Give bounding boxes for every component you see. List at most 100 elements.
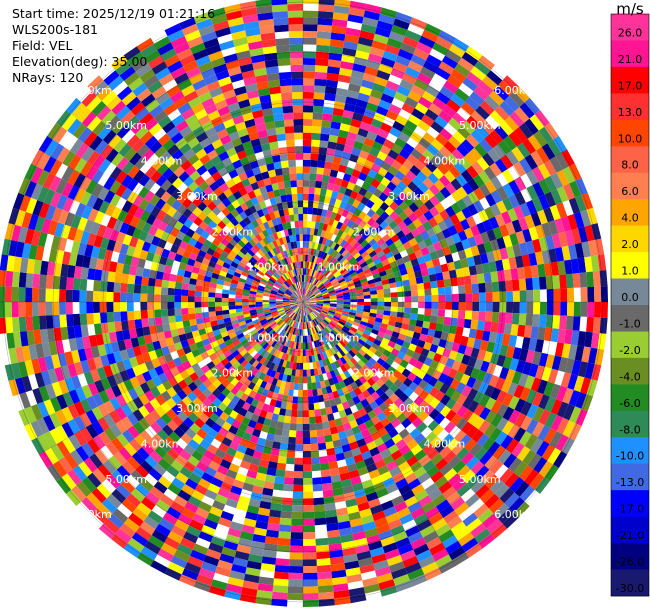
velocity-gate [223, 453, 235, 463]
velocity-gate [348, 349, 356, 358]
velocity-gate [539, 302, 547, 315]
velocity-gate [264, 439, 274, 448]
velocity-gate [195, 312, 203, 319]
velocity-gate [581, 192, 594, 210]
velocity-gate [434, 191, 446, 203]
velocity-gate [470, 274, 479, 285]
velocity-gate [507, 424, 521, 439]
velocity-gate [411, 243, 421, 253]
velocity-gate [379, 254, 388, 262]
velocity-gate [327, 59, 342, 68]
velocity-gate [438, 338, 447, 349]
velocity-gate [517, 324, 526, 337]
velocity-gate [131, 451, 145, 465]
velocity-gate [303, 484, 313, 492]
velocity-gate [195, 461, 209, 473]
velocity-gate [505, 280, 513, 292]
velocity-gate [192, 397, 203, 408]
velocity-gate [195, 444, 207, 456]
velocity-gate [323, 428, 332, 436]
velocity-gate [355, 341, 364, 349]
velocity-gate [331, 405, 339, 414]
velocity-gate [309, 283, 314, 291]
velocity-gate [305, 308, 309, 315]
velocity-gate [315, 360, 321, 369]
velocity-gate [65, 302, 73, 315]
velocity-gate [111, 437, 124, 452]
velocity-gate [303, 308, 305, 316]
velocity-gate [311, 286, 317, 292]
velocity-gate [339, 200, 348, 210]
velocity-gate [271, 377, 278, 386]
velocity-gate [462, 396, 474, 410]
velocity-gate [321, 309, 329, 313]
velocity-gate [266, 327, 273, 334]
velocity-gate [385, 268, 394, 275]
velocity-gate [447, 515, 463, 530]
velocity-gate [342, 485, 354, 495]
velocity-gate [475, 465, 490, 480]
velocity-gate [308, 248, 312, 256]
velocity-gate [279, 517, 292, 526]
velocity-gate [482, 75, 498, 91]
velocity-gate [207, 444, 219, 455]
velocity-gate [284, 308, 292, 313]
velocity-gate [349, 307, 357, 311]
velocity-gate [303, 24, 318, 32]
velocity-gate [314, 290, 321, 296]
velocity-gate [344, 34, 360, 44]
velocity-gate [378, 579, 396, 591]
velocity-gate [564, 230, 575, 246]
velocity-gate [303, 437, 311, 445]
velocity-gate [435, 133, 449, 146]
velocity-gate [446, 438, 460, 451]
velocity-gate [171, 393, 182, 405]
velocity-gate [475, 329, 484, 340]
velocity-gate [164, 536, 180, 550]
velocity-gate [273, 434, 282, 443]
velocity-gate [314, 187, 321, 195]
velocity-gate [303, 296, 307, 302]
velocity-gate [325, 246, 331, 254]
velocity-gate [303, 302, 309, 306]
velocity-gate [484, 384, 495, 398]
velocity-gate [170, 501, 185, 514]
velocity-gate [341, 312, 349, 317]
velocity-gate [310, 450, 320, 458]
velocity-gate [324, 379, 331, 388]
velocity-gate [331, 329, 339, 336]
velocity-gate [158, 372, 168, 384]
velocity-gate [473, 234, 484, 246]
velocity-gate [197, 402, 208, 413]
velocity-gate [291, 518, 303, 526]
velocity-gate [489, 427, 502, 442]
velocity-gate [273, 578, 289, 587]
velocity-gate [308, 268, 312, 276]
velocity-gate [505, 221, 516, 235]
velocity-gate [181, 395, 193, 407]
velocity-gate [201, 291, 209, 297]
velocity-gate [289, 552, 303, 560]
velocity-gate [439, 383, 450, 395]
velocity-gate [367, 377, 376, 387]
velocity-gate [318, 0, 335, 6]
velocity-gate [144, 390, 156, 402]
velocity-gate [379, 448, 392, 459]
velocity-gate [505, 438, 519, 454]
velocity-gate [192, 466, 205, 479]
velocity-gate [182, 406, 193, 417]
velocity-gate [532, 182, 545, 198]
velocity-gate [436, 316, 445, 325]
velocity-gate [327, 240, 334, 248]
velocity-gate [336, 245, 343, 253]
velocity-gate [426, 54, 442, 68]
velocity-gate [401, 323, 410, 331]
velocity-gate [214, 493, 228, 505]
velocity-gate [220, 346, 230, 354]
velocity-gate [346, 413, 356, 423]
velocity-gate [506, 345, 516, 359]
velocity-gate [268, 516, 281, 525]
velocity-gate [479, 488, 495, 504]
velocity-gate [336, 307, 344, 311]
velocity-gate [565, 273, 574, 289]
